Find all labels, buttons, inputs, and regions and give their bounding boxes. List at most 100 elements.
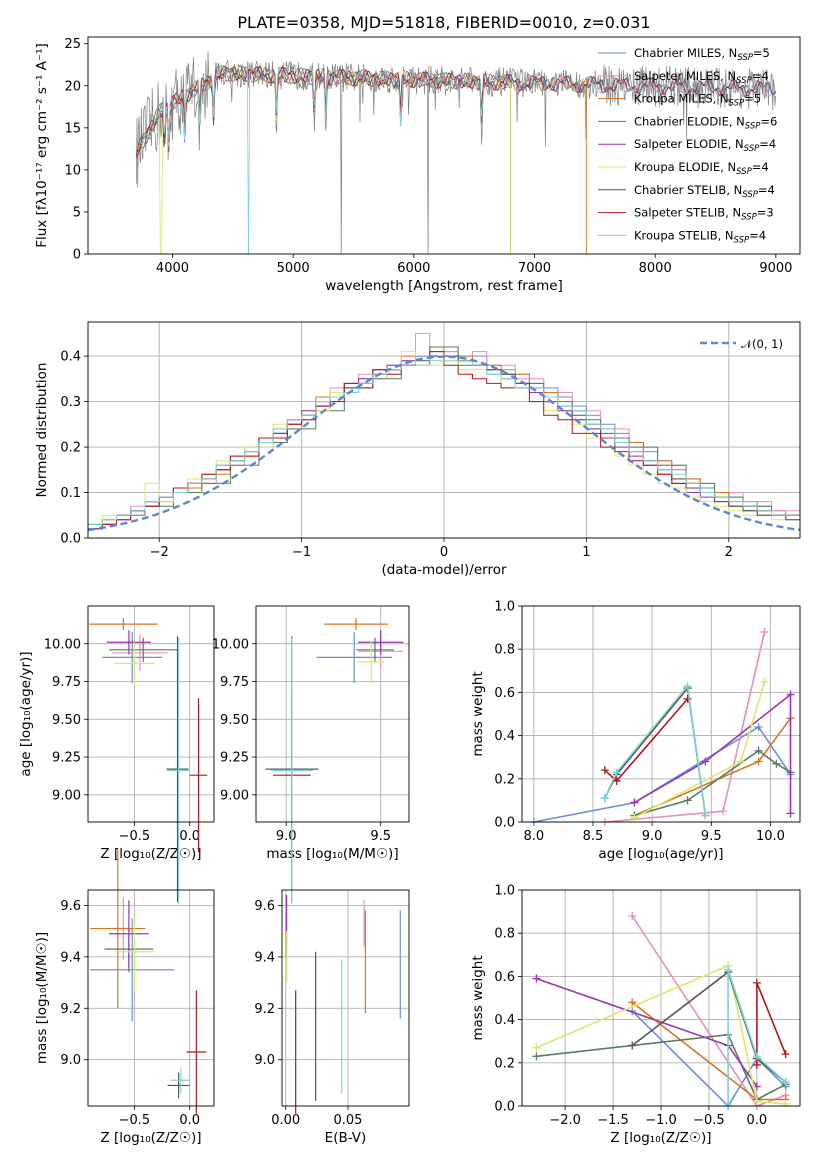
y-tick-label: 0.4 <box>494 729 515 744</box>
y-tick-label: 15 <box>64 121 81 136</box>
mass-weight-marker <box>701 757 710 766</box>
mass-weight-vs-metallicity-panel: −2.0 −1.5 −1.0 −0.5 0.0 0.0 0.2 0.4 0.6 0.8 1.0 Z [… <box>470 884 801 1146</box>
axes-frame <box>87 605 215 823</box>
x-tick-label: −1.0 <box>645 1113 677 1128</box>
spectrum-panel: 4000 5000 6000 7000 8000 9000 0 5 10 15 20 25 wavele… <box>34 36 801 294</box>
x-axis-label: Z [log₁₀(Z/Z☉)] <box>610 1130 711 1146</box>
x-tick-label: 5000 <box>277 261 310 276</box>
y-tick-label: 9.6 <box>254 899 275 914</box>
x-tick-label: 0.0 <box>747 1113 768 1128</box>
mass-weight-marker <box>754 746 763 755</box>
y-tick-label: 0.1 <box>60 486 81 501</box>
y-tick-label: 0.8 <box>494 643 515 658</box>
mass-weight-marker <box>786 809 795 818</box>
y-tick-label: 0.6 <box>494 686 515 701</box>
y-tick-label: 0.3 <box>60 395 81 410</box>
legend-entry: Chabrier STELIB, NSSP=4 <box>634 183 775 200</box>
mass-weight-line <box>536 964 786 1105</box>
x-tick-label: 9000 <box>759 261 792 276</box>
mass-weight-marker <box>600 794 609 803</box>
mass-weight-marker <box>612 768 621 777</box>
figure-title: PLATE=0358, MJD=51818, FIBERID=0010, z=0… <box>237 13 650 32</box>
y-tick-label: 0.4 <box>494 1013 515 1028</box>
x-tick-label: 9.5 <box>701 829 722 844</box>
mass-weight-marker <box>600 766 609 775</box>
y-axis-label: mass [log₁₀(M/M☉)] <box>34 932 50 1064</box>
mass-weight-marker <box>752 978 761 987</box>
legend-entry: Kroupa ELODIE, NSSP=4 <box>634 160 769 177</box>
mass-weight-marker <box>760 677 769 686</box>
legend-entry: 𝒩(0, 1) <box>741 337 783 351</box>
mass-weight-marker <box>781 1078 790 1087</box>
spectrum-lines <box>135 51 777 254</box>
mass-weight-marker <box>612 776 621 785</box>
mass-weight-line <box>533 725 792 823</box>
mass-weight-marker <box>628 1041 637 1050</box>
y-tick-label: 1.0 <box>494 600 515 615</box>
mass-weight-marker <box>630 798 639 807</box>
mass-weight-marker <box>754 757 763 766</box>
mass-vs-metallicity-panel: −0.5 0.0 9.0 9.2 9.4 9.6 Z [log₁₀(Z/Z☉)] mass [… <box>34 848 215 1146</box>
mass-weight-marker <box>683 694 692 703</box>
normal-distribution-curve <box>88 355 800 532</box>
y-tick-label: 9.75 <box>220 675 249 690</box>
y-tick-label: 10 <box>64 163 81 178</box>
mass-weight-marker <box>532 1052 541 1061</box>
mass-weight-marker <box>628 998 637 1007</box>
y-tick-label: 0.0 <box>494 816 515 831</box>
model-spectrum-line <box>135 64 765 254</box>
axes-frame <box>87 36 801 255</box>
residuals-panel: −2 −1 0 1 2 0.0 0.1 0.2 0.3 0.4 (data-model)/error… <box>34 321 801 578</box>
axes-frame <box>87 321 801 539</box>
y-tick-label: 9.00 <box>220 788 249 803</box>
mass-weight-marker <box>532 1043 541 1052</box>
mass-weight-marker <box>752 1097 761 1106</box>
x-tick-label: −0.5 <box>693 1113 725 1128</box>
mass-weight-marker <box>683 796 692 805</box>
mass-weight-line <box>631 1010 787 1108</box>
mass-vs-reddening-panel: 0.00 0.05 9.0 9.2 9.4 9.6 E(B-V) <box>254 889 410 1146</box>
x-axis-label: Z [log₁₀(Z/Z☉)] <box>100 846 201 862</box>
x-tick-label: −0.5 <box>119 829 151 844</box>
x-tick-label: −1 <box>292 545 311 560</box>
y-tick-label: 0.0 <box>60 532 81 547</box>
y-tick-label: 0.0 <box>494 1100 515 1115</box>
x-tick-label: −0.5 <box>119 1113 151 1128</box>
axes-frame <box>521 605 801 823</box>
mass-weight-marker <box>628 911 637 920</box>
mass-weight-marker <box>752 1060 761 1069</box>
y-tick-label: 9.0 <box>60 1053 81 1068</box>
y-tick-label: 9.25 <box>52 751 81 766</box>
mass-weight-marker <box>724 1099 733 1108</box>
x-axis-label: E(B-V) <box>325 1130 367 1146</box>
mass-weight-marker <box>760 627 769 636</box>
x-tick-label: 2 <box>725 545 733 560</box>
y-tick-label: 9.0 <box>254 1053 275 1068</box>
residual-histogram <box>88 346 800 525</box>
mass-weight-marker <box>701 811 710 820</box>
y-tick-label: 0.2 <box>494 1056 515 1071</box>
x-axis-label: wavelength [Angstrom, rest frame] <box>325 278 563 294</box>
x-axis-label: (data-model)/error <box>381 562 507 578</box>
axes-frame <box>281 889 410 1107</box>
age-vs-mass-panel: 9.0 9.5 9.00 9.25 9.50 9.75 10.00 mass [log₁₀(M… <box>212 605 410 904</box>
axes-frame <box>521 889 801 1107</box>
y-tick-label: 9.4 <box>60 950 81 965</box>
x-tick-label: 9.0 <box>276 829 297 844</box>
y-tick-label: 9.00 <box>52 788 81 803</box>
y-axis-label: Normed distribution <box>34 363 50 498</box>
y-tick-label: 10.00 <box>212 637 249 652</box>
mass-weight-marker <box>532 974 541 983</box>
mass-weight-vs-age-panel: 8.0 8.5 9.0 9.5 10.0 0.0 0.2 0.4 0.6 0.8 1.0 age [l… <box>470 600 801 862</box>
x-tick-label: 8.5 <box>583 829 604 844</box>
legend-entry: Kroupa STELIB, NSSP=4 <box>634 228 766 245</box>
mass-weight-line <box>727 969 787 1104</box>
mass-weight-marker <box>786 690 795 699</box>
mass-weight-marker <box>752 1052 761 1061</box>
legend-entry: Chabrier ELODIE, NSSP=6 <box>634 114 777 131</box>
y-tick-label: 5 <box>73 205 81 220</box>
x-tick-label: 6000 <box>397 261 430 276</box>
axes-frame <box>87 889 215 1107</box>
y-tick-label: 25 <box>64 37 81 52</box>
x-tick-label: −1.5 <box>597 1113 629 1128</box>
